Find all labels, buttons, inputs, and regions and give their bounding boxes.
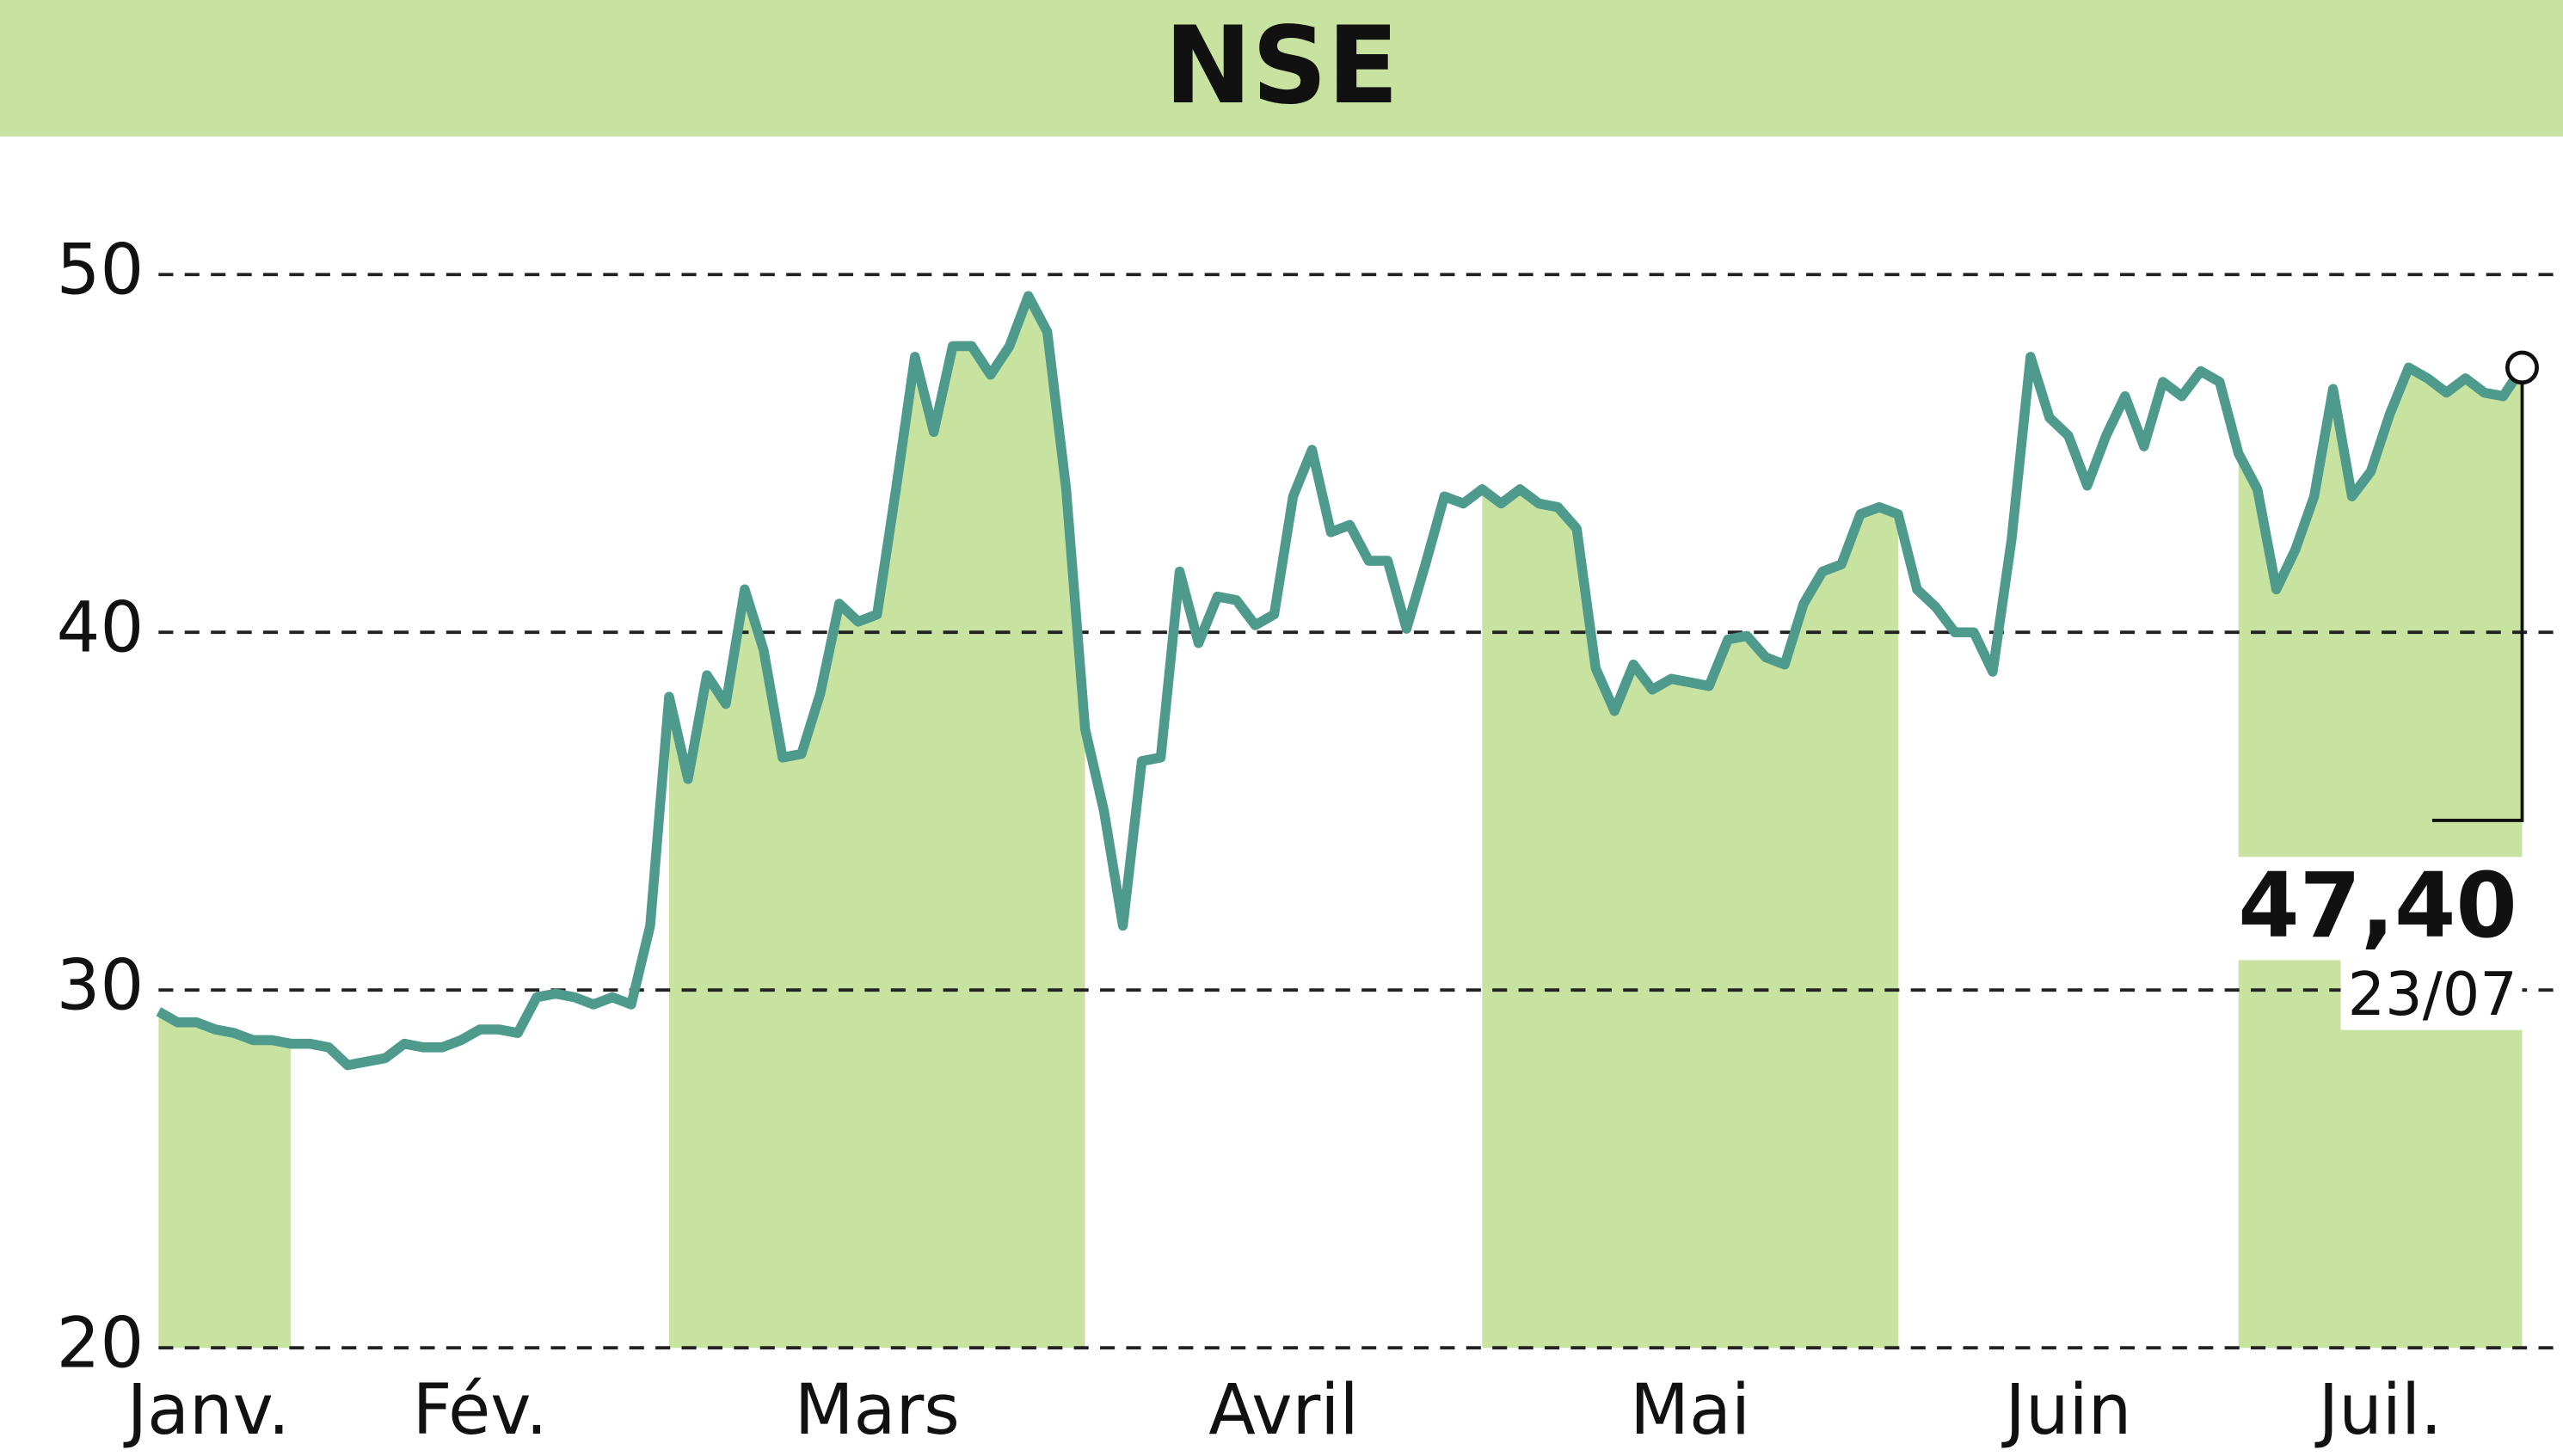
chart-title: NSE xyxy=(1165,3,1398,127)
y-tick-label: 50 xyxy=(57,229,144,310)
x-tick-label: Juil. xyxy=(2314,1368,2443,1450)
last-date-label: 23/07 xyxy=(2348,961,2517,1030)
y-tick-label: 20 xyxy=(57,1302,144,1384)
callout-line xyxy=(2431,367,2524,822)
x-tick-label: Mai xyxy=(1630,1368,1750,1450)
x-tick-label: Avril xyxy=(1208,1368,1358,1450)
y-tick-label: 40 xyxy=(57,587,144,668)
date-box xyxy=(2340,960,2523,1030)
price-line xyxy=(156,291,2527,1071)
month-band xyxy=(668,296,1085,1348)
x-tick-label: Janv. xyxy=(123,1368,290,1450)
y-tick-label: 30 xyxy=(57,944,144,1026)
last-point xyxy=(2505,350,2539,385)
last-value-label: 47,40 xyxy=(2238,854,2517,958)
month-band xyxy=(158,1011,292,1348)
x-tick-label: Fév. xyxy=(413,1368,548,1450)
title-bar xyxy=(0,0,2563,137)
value-box xyxy=(2233,857,2523,961)
x-tick-label: Juin xyxy=(2001,1368,2131,1450)
x-tick-label: Mars xyxy=(795,1368,960,1450)
month-band xyxy=(1482,488,1898,1348)
